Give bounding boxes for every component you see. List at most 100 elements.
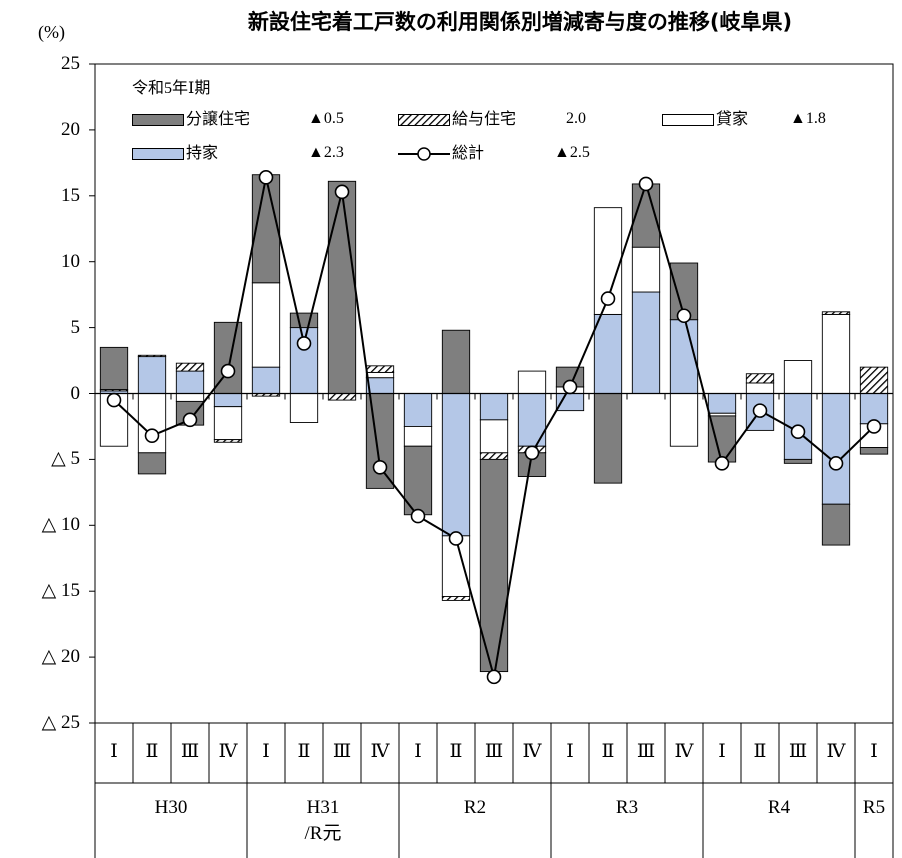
bar-bunjo-18 xyxy=(783,458,813,464)
y-tick-label: 0 xyxy=(70,382,81,404)
bar-kashiya-11 xyxy=(517,370,547,394)
quarter-label: Ⅳ xyxy=(522,741,542,762)
category-table xyxy=(94,723,894,858)
year-label: R5 xyxy=(862,797,886,818)
bar-bunjo-0 xyxy=(99,346,129,390)
quarter-label: Ⅱ xyxy=(145,741,159,762)
total-point-14 xyxy=(638,176,654,192)
bar-bunjo-6 xyxy=(327,180,357,394)
bar-layer xyxy=(99,174,889,673)
legend-swatch-kashiya xyxy=(662,114,714,126)
axes-layer xyxy=(89,63,894,724)
bar-kashiya-14 xyxy=(631,246,661,293)
legend-value-kashiya: ▲1.8 xyxy=(790,110,826,127)
y-axis-unit: (%) xyxy=(38,22,65,42)
bar-kyuyo-19 xyxy=(821,311,851,315)
bar-kashiya-3 xyxy=(213,406,243,441)
bar-kyuyo-7 xyxy=(365,365,395,373)
chart-title: 新設住宅着工戸数の利用関係別増減寄与度の推移(岐阜県) xyxy=(247,10,793,34)
legend-period: 令和5年Ⅰ期 xyxy=(132,80,211,97)
y-tick-label: △ 20 xyxy=(41,646,80,668)
bar-mochiya-3 xyxy=(213,393,243,408)
y-tick-label: △ 5 xyxy=(51,448,80,470)
quarter-label: Ⅲ xyxy=(332,741,352,762)
bar-kashiya-4 xyxy=(251,282,281,368)
bar-mochiya-13 xyxy=(593,313,623,394)
legend-value-mochiya: ▲2.3 xyxy=(308,144,344,161)
quarter-label: Ⅰ xyxy=(110,741,118,762)
legend-label-kyuyo: 給与住宅 xyxy=(452,109,517,128)
total-point-5 xyxy=(296,336,312,351)
quarter-label: Ⅳ xyxy=(370,741,390,762)
bar-kyuyo-20 xyxy=(859,366,889,394)
bar-mochiya-1 xyxy=(137,356,167,394)
quarter-label: Ⅲ xyxy=(180,741,200,762)
bar-kashiya-19 xyxy=(821,313,851,394)
quarter-label: Ⅱ xyxy=(297,741,311,762)
total-point-4 xyxy=(258,170,274,185)
bar-kashiya-15 xyxy=(669,393,699,447)
bar-bunjo-13 xyxy=(593,393,623,484)
quarter-label: Ⅱ xyxy=(449,741,463,762)
quarter-label: Ⅲ xyxy=(636,741,656,762)
bar-kashiya-5 xyxy=(289,393,319,423)
legend-value-total: ▲2.5 xyxy=(554,144,590,161)
legend-value-kyuyo: 2.0 xyxy=(566,110,586,127)
bar-bunjo-9 xyxy=(441,329,471,394)
total-point-18 xyxy=(790,424,806,440)
total-point-6 xyxy=(334,184,350,200)
bar-kashiya-17 xyxy=(745,382,775,394)
bar-kyuyo-10 xyxy=(479,452,509,460)
total-line-layer xyxy=(106,170,882,685)
legend-label-kashiya: 貸家 xyxy=(716,109,749,128)
total-point-17 xyxy=(752,403,768,418)
bar-mochiya-14 xyxy=(631,291,661,394)
legend-value-bunjo: ▲0.5 xyxy=(308,110,344,127)
bar-bunjo-19 xyxy=(821,503,851,546)
legend-label-bunjo: 分譲住宅 xyxy=(186,109,251,128)
total-point-16 xyxy=(714,456,730,471)
quarter-label: Ⅱ xyxy=(601,741,615,762)
bar-mochiya-15 xyxy=(669,319,699,394)
bar-bunjo-10 xyxy=(479,458,509,673)
bar-mochiya-8 xyxy=(403,393,433,427)
y-tick-label: 10 xyxy=(61,250,80,272)
bar-mochiya-11 xyxy=(517,393,547,447)
legend-swatch-total xyxy=(398,147,450,161)
total-point-13 xyxy=(600,291,616,306)
total-point-3 xyxy=(220,363,236,379)
bar-kyuyo-2 xyxy=(175,362,205,372)
total-point-19 xyxy=(828,456,844,471)
year-label: H30 xyxy=(154,797,188,818)
total-point-7 xyxy=(372,460,388,475)
bar-mochiya-10 xyxy=(479,393,509,421)
total-point-1 xyxy=(144,428,160,443)
bar-bunjo-16 xyxy=(707,415,737,463)
bar-kashiya-8 xyxy=(403,426,433,447)
bar-mochiya-2 xyxy=(175,370,205,394)
bar-mochiya-20 xyxy=(859,393,889,425)
legend-label-total: 総計 xyxy=(452,143,485,162)
total-point-12 xyxy=(562,379,578,395)
bar-kyuyo-9 xyxy=(441,596,471,601)
quarter-label: Ⅰ xyxy=(262,741,270,762)
y-tick-label: 15 xyxy=(61,184,80,206)
total-point-11 xyxy=(524,445,540,461)
legend-swatch-kyuyo xyxy=(398,114,450,126)
y-tick-label: 5 xyxy=(70,316,81,338)
year-label: H31/R元 xyxy=(304,797,342,844)
quarter-label: Ⅳ xyxy=(218,741,238,762)
quarter-label: Ⅲ xyxy=(484,741,504,762)
bar-kashiya-7 xyxy=(365,371,395,379)
y-tick-label: △ 25 xyxy=(41,712,80,733)
quarter-label: Ⅱ xyxy=(753,741,767,762)
legend-swatch-mochiya xyxy=(132,148,184,160)
total-point-8 xyxy=(410,508,426,524)
legend-swatch-bunjo xyxy=(132,114,184,126)
y-tick-label: 20 xyxy=(61,118,80,140)
bar-kyuyo-17 xyxy=(745,373,775,384)
y-tick-label: 25 xyxy=(61,53,80,74)
bar-mochiya-9 xyxy=(441,393,471,537)
y-tick-label: △ 10 xyxy=(41,514,80,536)
